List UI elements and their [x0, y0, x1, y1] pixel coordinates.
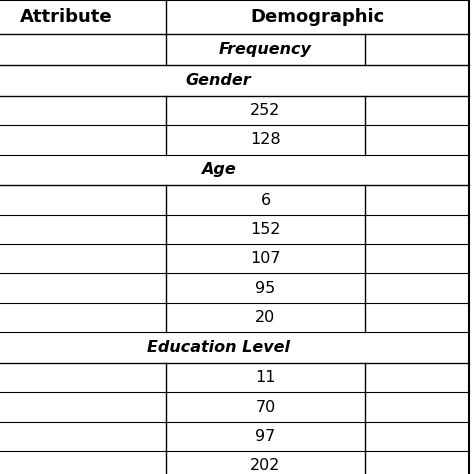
Text: Attribute: Attribute	[20, 8, 113, 26]
Text: 107: 107	[250, 251, 281, 266]
Text: Age: Age	[201, 163, 236, 177]
Text: Gender: Gender	[185, 73, 251, 88]
Text: 11: 11	[255, 370, 276, 385]
Text: 128: 128	[250, 132, 281, 147]
Text: 70: 70	[255, 400, 275, 415]
Text: 95: 95	[255, 281, 275, 296]
Text: 20: 20	[255, 310, 275, 325]
Text: 97: 97	[255, 429, 275, 444]
Text: 252: 252	[250, 103, 281, 118]
Text: 202: 202	[250, 458, 281, 474]
Text: 152: 152	[250, 222, 281, 237]
Text: Frequency: Frequency	[219, 42, 312, 57]
Text: 6: 6	[260, 192, 271, 208]
Text: Education Level: Education Level	[146, 340, 290, 355]
Text: Demographic: Demographic	[250, 8, 385, 26]
